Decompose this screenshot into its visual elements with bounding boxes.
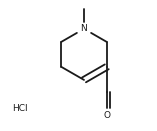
Text: HCl: HCl bbox=[12, 104, 27, 113]
Text: N: N bbox=[81, 24, 87, 33]
Text: O: O bbox=[103, 111, 110, 120]
